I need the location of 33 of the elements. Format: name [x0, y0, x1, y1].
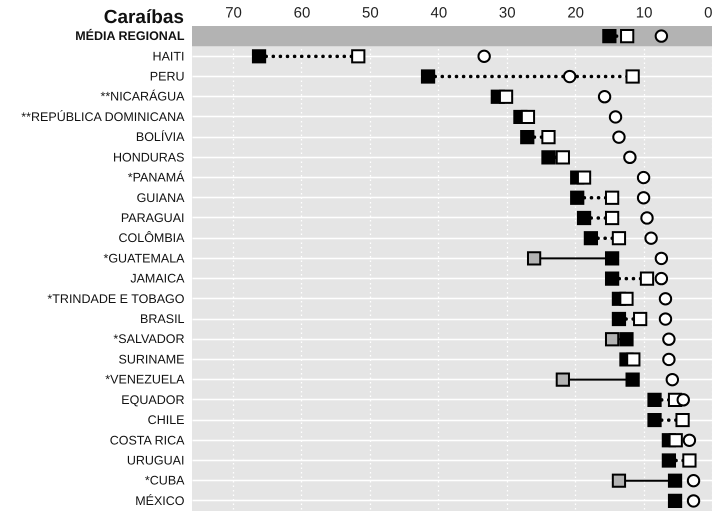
x-tick-label: 30	[498, 4, 516, 22]
x-tick-label: 60	[294, 4, 310, 22]
y-tick-label: **NICARÁGUA	[100, 90, 186, 104]
y-tick-label: JAMAICA	[130, 272, 186, 286]
y-tick-label: CHILE	[148, 413, 184, 428]
y-tick-label: EQUADOR	[121, 392, 184, 407]
y-tick-label: SURINAME	[118, 352, 184, 366]
y-tick-label: *GUATEMALA	[103, 251, 186, 266]
y-tick-label: MÉXICO	[135, 494, 185, 508]
y-tick-label: GUIANA	[136, 190, 186, 205]
y-tick-label: *VENEZUELA	[105, 372, 186, 387]
y-tick-label: COLÔMBIA	[118, 231, 186, 246]
y-tick-label: HONDURAS	[112, 150, 184, 164]
y-tick-label: PARAGUAI	[120, 210, 184, 225]
y-tick-label: MÉDIA REGIONAL	[75, 28, 185, 44]
x-tick-label: 10	[636, 4, 652, 22]
x-tick-label: 70	[225, 4, 242, 22]
x-tick-label: 0	[704, 4, 712, 22]
y-tick-label: *TRINDADE E TOBAGO	[47, 292, 185, 306]
x-tick-label: 40	[430, 4, 448, 22]
y-tick-label: URUGUAI	[126, 453, 184, 468]
y-tick-label: **REPÚBLICA DOMINICANA	[21, 110, 186, 124]
y-tick-label: *PANAMÁ	[128, 170, 186, 185]
y-tick-label: HAITI	[152, 49, 184, 64]
chart-title: Caraíbas	[104, 7, 184, 28]
x-tick-label: 50	[362, 4, 379, 22]
y-tick-label: *SALVADOR	[113, 332, 184, 346]
x-tick-label: 20	[567, 4, 584, 22]
y-tick-label: BOLÍVIA	[136, 130, 186, 144]
y-tick-label: *CUBA	[144, 474, 186, 488]
y-tick-label: PERU	[150, 70, 184, 84]
y-tick-label: COSTA RICA	[110, 433, 186, 448]
y-tick-label: BRASIL	[140, 312, 185, 326]
